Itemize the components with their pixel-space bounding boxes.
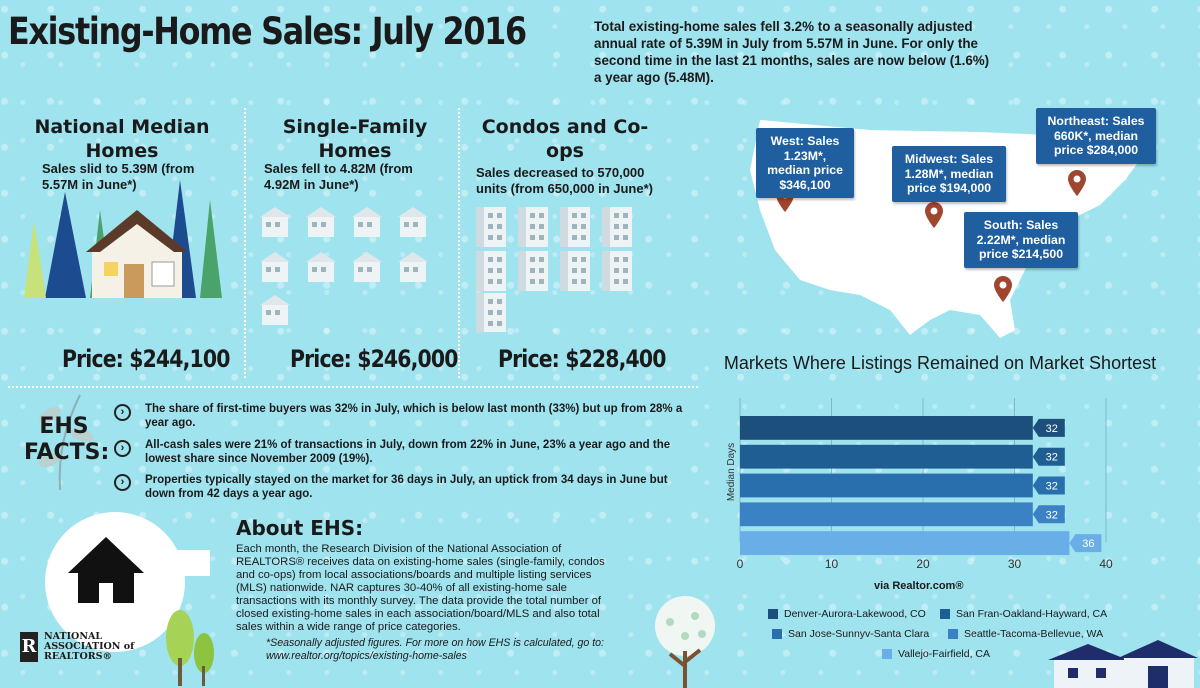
x-tick-label: 20: [916, 557, 930, 571]
footnote-text: *Seasonally adjusted figures. For more o…: [266, 637, 605, 649]
chart-title: Markets Where Listings Remained on Marke…: [723, 353, 1157, 373]
chart-legend: Denver-Aurora-Lakewood, CO San Fran-Oakla…: [768, 608, 1168, 664]
fact-first-time-buyers: The share of first-time buyers was 32% i…: [145, 403, 683, 429]
single-family-sub: Sales fell to 4.82M (from 4.92M in June*…: [264, 161, 413, 192]
single-family-title: Single-Family Homes: [282, 116, 428, 162]
legend-label: Seattle-Tacoma-Bellevue, WA: [964, 628, 1104, 640]
legend-swatch: [882, 649, 892, 659]
x-tick-label: 10: [825, 557, 839, 571]
data-label-tag: [1032, 476, 1065, 495]
condo-icons-grid: [476, 207, 632, 332]
house-icons-grid: [260, 207, 428, 325]
realtor-logo-mark: R: [20, 632, 38, 662]
facts-label: EHS FACTS:: [24, 414, 110, 465]
data-label-tag: [1032, 505, 1065, 524]
legend-swatch: [772, 629, 782, 639]
legend-swatch: [768, 609, 778, 619]
map-pin-icon: [925, 202, 943, 228]
chart-source: via Realtor.com®: [874, 580, 964, 592]
blossom-tree-illustration: [655, 596, 715, 688]
data-label: 32: [1046, 481, 1058, 493]
fact-all-cash-sales: All-cash sales were 21% of transactions …: [145, 439, 671, 465]
bar: [740, 444, 1033, 469]
map-pin-icon: [994, 276, 1012, 302]
bar: [740, 416, 1033, 440]
chevron-right-icon: ›: [114, 440, 131, 457]
x-tick-label: 0: [737, 557, 744, 571]
leaf-decoration: [38, 394, 94, 491]
national-median-title: National Median Homes: [34, 116, 210, 162]
legend-swatch: [940, 609, 950, 619]
x-tick-label: 40: [1099, 557, 1113, 571]
legend-item: San Jose-Sunnyv-Santa Clara: [772, 628, 929, 640]
data-label: 32: [1046, 423, 1058, 435]
condos-sub: Sales decreased to 570,000 units (from 6…: [476, 165, 653, 196]
callout-west: West: Sales 1.23M*, median price $346,10…: [756, 128, 854, 198]
data-label: 32: [1046, 509, 1058, 521]
about-title: About EHS:: [236, 516, 364, 540]
legend-item: Seattle-Tacoma-Bellevue, WA: [948, 628, 1103, 640]
fact-days-on-market: Properties typically stayed on the marke…: [145, 474, 668, 500]
y-axis-label: Median Days: [726, 443, 737, 501]
legend-swatch: [948, 629, 958, 639]
map-pin-icon: [1068, 170, 1086, 196]
legend-item: Denver-Aurora-Lakewood, CO: [768, 608, 926, 620]
footnote-link[interactable]: www.realtor.org/topics/existing-home-sal…: [266, 650, 467, 662]
single-family-price: Price: $246,000: [290, 345, 458, 373]
legend-label: San Fran-Oakland-Hayward, CA: [956, 608, 1108, 620]
bar: [740, 502, 1033, 527]
realtor-logo-text: NATIONAL ASSOCIATION of REALTORS®: [44, 631, 135, 662]
condos-price: Price: $228,400: [498, 345, 666, 373]
page-title: Existing-Home Sales: July 2016: [8, 10, 527, 53]
chevron-right-icon: ›: [114, 474, 131, 491]
legend-label: Vallejo-Fairfield, CA: [898, 648, 991, 660]
column-divider: [244, 108, 246, 378]
legend-label: Denver-Aurora-Lakewood, CO: [784, 608, 926, 620]
condos-title: Condos and Co-ops: [481, 116, 649, 162]
callout-south: South: Sales 2.22M*, median price $214,5…: [964, 212, 1078, 268]
data-label-tag: [1069, 534, 1102, 553]
bar: [740, 531, 1070, 555]
bar-chart: 0 10 20 30 40 Median Days 32 32 32 32 36: [726, 398, 1113, 571]
data-label: 36: [1082, 538, 1094, 550]
badge-tab: [160, 550, 210, 576]
house-icon: [68, 537, 144, 603]
legend-item: San Fran-Oakland-Hayward, CA: [940, 608, 1107, 620]
national-median-price: Price: $244,100: [62, 345, 230, 373]
legend-item: Vallejo-Fairfield, CA: [882, 648, 990, 660]
data-label-tag: [1032, 447, 1065, 466]
bar: [740, 473, 1033, 498]
house-trees-illustration: [24, 180, 222, 298]
small-trees-illustration: [166, 610, 214, 686]
about-text: Each month, the Research Division of the…: [236, 543, 605, 633]
callout-midwest: Midwest: Sales 1.28M*, median price $194…: [892, 146, 1006, 202]
data-label-tag: [1032, 418, 1065, 437]
data-label: 32: [1046, 452, 1058, 464]
section-divider: [8, 386, 698, 388]
x-tick-label: 30: [1008, 557, 1022, 571]
chevron-right-icon: ›: [114, 404, 131, 421]
legend-label: San Jose-Sunnyv-Santa Clara: [788, 628, 930, 640]
mansion-illustration: [1048, 640, 1198, 688]
column-divider: [458, 108, 460, 378]
callout-northeast: Northeast: Sales 660K*, median price $28…: [1036, 108, 1156, 164]
intro-summary: Total existing-home sales fell 3.2% to a…: [594, 19, 990, 85]
national-median-sub: Sales slid to 5.39M (from 5.57M in June*…: [42, 161, 195, 192]
